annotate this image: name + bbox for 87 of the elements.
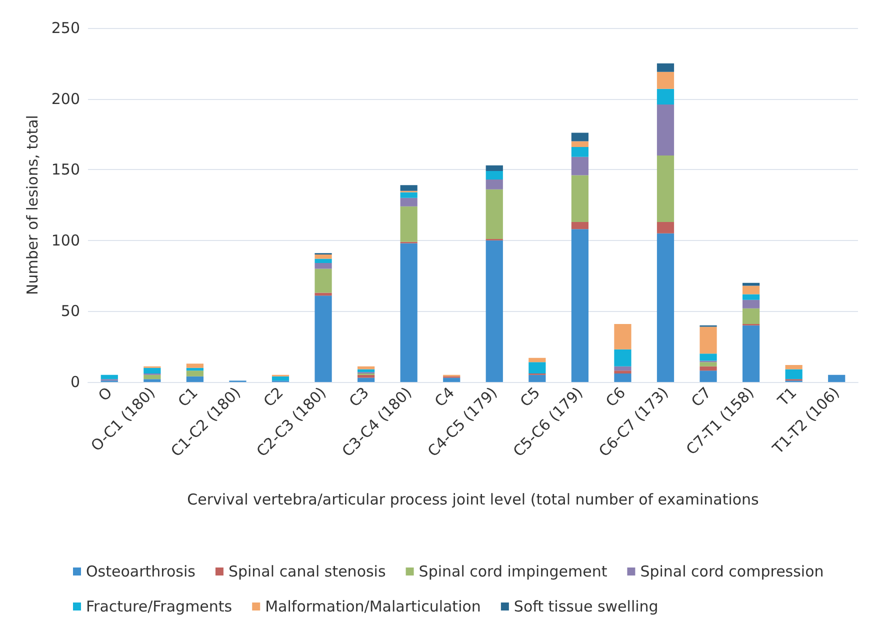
y-tick-label: 150 — [51, 160, 80, 179]
bar — [486, 189, 503, 239]
y-tick-label: 100 — [51, 231, 80, 250]
bar — [785, 365, 802, 370]
y-tick-label: 200 — [51, 90, 80, 108]
legend-label: Osteoarthrosis — [86, 562, 196, 580]
bar — [656, 155, 674, 222]
x-tick-label: C2 — [260, 384, 287, 411]
bar — [400, 243, 418, 382]
bar — [571, 146, 588, 157]
y-tick-label: 0 — [70, 373, 80, 391]
bar — [571, 156, 588, 176]
bar — [656, 222, 674, 234]
bar — [828, 374, 846, 382]
bar — [656, 233, 674, 382]
bar — [656, 72, 674, 89]
bar — [571, 229, 588, 382]
x-tick-label: C4 — [431, 384, 458, 411]
bar — [314, 296, 332, 382]
bar — [358, 366, 375, 370]
x-tick-label: C3 — [346, 384, 372, 411]
bar — [400, 185, 418, 191]
bar — [742, 300, 760, 308]
bar — [400, 206, 418, 242]
bar — [614, 349, 632, 366]
legend-label: Spinal cord compression — [640, 562, 824, 580]
bar — [186, 376, 204, 382]
bar — [528, 358, 546, 362]
bar — [186, 370, 204, 376]
bar — [314, 268, 332, 293]
x-tick-label: O — [94, 384, 116, 405]
x-tick-label: T1 — [774, 384, 800, 410]
bar — [443, 378, 460, 382]
bar — [486, 180, 503, 190]
bar — [785, 369, 802, 380]
x-tick-label: C6 — [602, 384, 630, 411]
bar — [656, 104, 674, 156]
bar — [272, 376, 290, 381]
bar — [486, 171, 503, 180]
bar — [700, 354, 717, 361]
bar — [528, 362, 546, 374]
bar — [486, 165, 503, 172]
bar — [358, 378, 375, 382]
y-tick-label: 50 — [60, 302, 80, 320]
x-tick-label: C5 — [516, 384, 544, 411]
bar — [400, 192, 418, 198]
bar — [358, 374, 375, 378]
bar — [144, 368, 161, 374]
y-tick-label: 250 — [51, 19, 80, 37]
bar — [742, 286, 760, 294]
legend-label: Spinal canal stenosis — [228, 562, 386, 580]
bar — [742, 308, 760, 324]
bar — [144, 374, 161, 380]
bar — [571, 132, 588, 142]
bar — [144, 379, 161, 382]
bar — [656, 88, 674, 104]
bar — [100, 374, 118, 380]
y-axis-title: Number of lesions, total — [24, 115, 42, 295]
bar — [700, 366, 717, 371]
bar — [700, 370, 717, 382]
legend-label: Fracture/Fragments — [86, 598, 232, 616]
x-tick-label: C7 — [688, 384, 715, 411]
bar — [571, 175, 588, 222]
legend-label: Soft tissue swelling — [514, 598, 658, 616]
bar — [700, 326, 717, 354]
bar — [700, 362, 717, 366]
bar — [400, 198, 418, 206]
x-axis-title: Cervival vertebra/articular process joint level (total number of examinations — [187, 490, 760, 508]
bar — [314, 254, 332, 259]
bar — [614, 374, 632, 382]
legend-label: Malformation/Malarticulation — [265, 598, 481, 616]
bar — [528, 374, 546, 382]
x-tick-label: C1 — [174, 384, 202, 411]
bar — [314, 258, 332, 264]
bar — [614, 366, 632, 371]
bar — [314, 292, 332, 296]
bar — [571, 141, 588, 147]
bar — [614, 324, 632, 350]
legend-label: Spinal cord impingement — [418, 562, 608, 580]
bar — [614, 370, 632, 374]
bar — [571, 222, 588, 230]
bar — [742, 325, 760, 382]
bar — [486, 240, 503, 382]
bar — [186, 364, 204, 368]
bar — [656, 63, 674, 72]
bar — [742, 294, 760, 300]
bar — [314, 263, 332, 269]
